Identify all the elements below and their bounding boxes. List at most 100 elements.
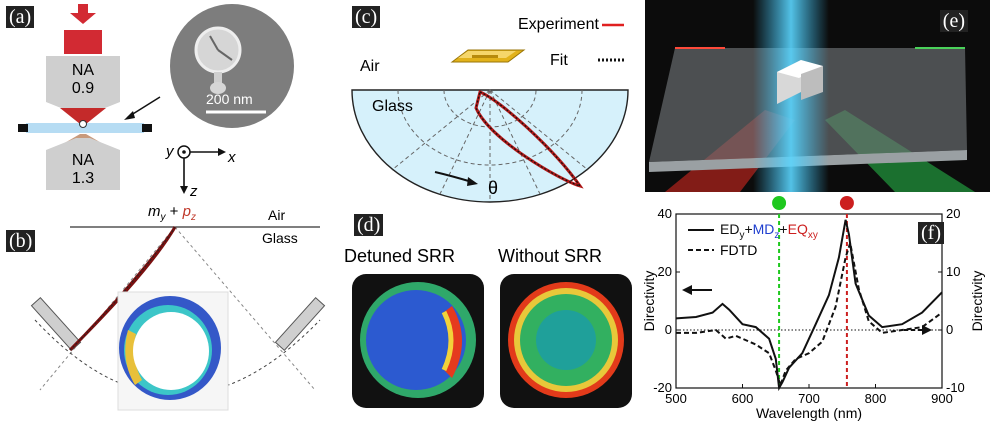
marker-dot-green	[772, 196, 787, 210]
y-right-tick-label: 20	[946, 206, 960, 221]
legend-dashed-label: FDTD	[720, 242, 757, 258]
c-air-label: Air	[360, 58, 380, 75]
panel-a: 200 nm y x z NA 0.9 NA 1.3 (a)	[0, 0, 320, 200]
axis-y-label: y	[165, 143, 175, 160]
l-particle-arm	[801, 66, 823, 100]
formula-p-sub: z	[190, 212, 196, 223]
y-axis-label-right: Directivity	[969, 271, 985, 332]
y-left-tick-label: 40	[658, 206, 672, 221]
scale-bar-label: 200 nm	[206, 91, 253, 107]
bottom-objective-na: NA 1.3	[46, 152, 120, 188]
polar-spoke-5	[489, 89, 541, 195]
formula-p: p	[182, 203, 191, 220]
panel-b: my + pz Air Glass (b)	[0, 200, 340, 421]
without-center	[536, 310, 596, 370]
b-glass-label: Glass	[262, 230, 298, 246]
detector-left	[30, 296, 82, 352]
y-right-tick-label: -10	[946, 380, 965, 395]
plot-frame	[675, 213, 943, 389]
bottom-na-label: NA	[71, 152, 95, 169]
detector-right	[274, 296, 326, 352]
formula-m: m	[148, 203, 161, 220]
panel-c-label: (c)	[352, 6, 381, 28]
sem-crack-2	[217, 49, 233, 61]
c-fit-label: Fit	[550, 52, 568, 69]
sem-crack	[209, 35, 219, 51]
x-axis-arrowhead	[218, 148, 226, 156]
c-glass-label: Glass	[372, 98, 413, 115]
bfp-inner	[133, 312, 209, 390]
x-tick-label: 700	[798, 391, 820, 406]
polar-spoke-2	[391, 89, 491, 171]
light-source-block	[64, 30, 102, 54]
detuned-ring-blue	[366, 290, 466, 390]
srr-notch	[472, 55, 498, 58]
z-axis-arrowhead	[180, 186, 188, 194]
series-fdtd	[676, 242, 943, 389]
formula: my + pz	[148, 203, 196, 223]
bottom-objective-tip	[46, 138, 120, 150]
top-objective	[46, 56, 120, 102]
axis-z-label: z	[189, 183, 198, 200]
detuned-hotspot-glow	[441, 310, 454, 372]
polar-spoke-3	[489, 89, 589, 171]
beam-arrow-shaft	[78, 4, 88, 14]
d-right-title: Without SRR	[498, 246, 603, 266]
panel-f-label: (f)	[918, 222, 944, 244]
formula-m-sub: y	[160, 212, 166, 223]
beam-arrow-head	[70, 13, 96, 24]
x-tick-label: 800	[865, 391, 887, 406]
y-axis-dot	[182, 150, 186, 154]
legend-part: xy	[808, 230, 818, 241]
right-axis-arrowhead	[922, 325, 932, 335]
left-axis-arrowhead	[682, 285, 692, 295]
x-tick-label: 600	[732, 391, 754, 406]
legend-part: y	[739, 230, 744, 241]
sem-stem	[214, 72, 222, 84]
y-left-tick-label: 20	[658, 264, 672, 279]
b-air-label: Air	[268, 207, 286, 223]
y-right-tick-label: 0	[946, 322, 953, 337]
formula-plus: +	[165, 203, 183, 220]
panel-a-diagram: 200 nm y x z	[18, 4, 294, 200]
legend-solid-label: EDy+MDz+EQxy	[720, 221, 818, 241]
panel-c-diagram	[351, 23, 629, 203]
focus-cone	[60, 108, 106, 124]
panel-b-diagram	[30, 226, 326, 411]
panel-d-label: (d)	[354, 214, 384, 236]
radiation-lobe-fit	[69, 226, 176, 351]
legend-part: z	[774, 230, 779, 241]
polar-spoke-4	[439, 89, 491, 195]
sem-base	[210, 82, 226, 94]
axis-x-label: x	[227, 149, 236, 166]
legend-part: EQ	[788, 221, 808, 237]
glass-half-disk	[351, 89, 629, 203]
x-tick-label: 900	[931, 391, 953, 406]
sample-slide	[26, 123, 144, 133]
pointer-arrow-head	[124, 111, 135, 120]
cone-line-left	[39, 226, 176, 391]
panel-b-label: (b)	[6, 230, 36, 252]
slide-clip-right	[142, 124, 152, 132]
legend-part: +	[779, 221, 787, 237]
panel-e-render	[649, 0, 975, 192]
marker-dot-red	[839, 196, 854, 210]
x-tick-label: 500	[665, 391, 687, 406]
legend-part: +	[744, 221, 752, 237]
y-axis-label-left: Directivity	[641, 271, 657, 332]
panel-a-label: (a)	[6, 6, 35, 28]
c-experiment-label: Experiment	[518, 16, 599, 33]
d-left-title: Detuned SRR	[344, 246, 456, 266]
l-particle-top	[777, 60, 823, 78]
top-na-value: 0.9	[71, 80, 95, 97]
legend-part: ED	[720, 221, 739, 237]
top-na-label: NA	[71, 62, 95, 79]
top-objective-na: NA 0.9	[46, 62, 120, 98]
panel-d-images	[352, 274, 632, 408]
panel-c: Experiment Fit Air Glass θ (c)	[340, 0, 640, 210]
y-left-tick-label: -20	[653, 380, 672, 395]
y-right-tick-label: 10	[946, 264, 960, 279]
directivity-chart: 500 600 700 800 900 -20 0 20 40 -10 0 10 20 Wavelengt…	[641, 196, 985, 421]
legend-part: MD	[753, 221, 775, 237]
c-theta-label: θ	[488, 178, 499, 198]
